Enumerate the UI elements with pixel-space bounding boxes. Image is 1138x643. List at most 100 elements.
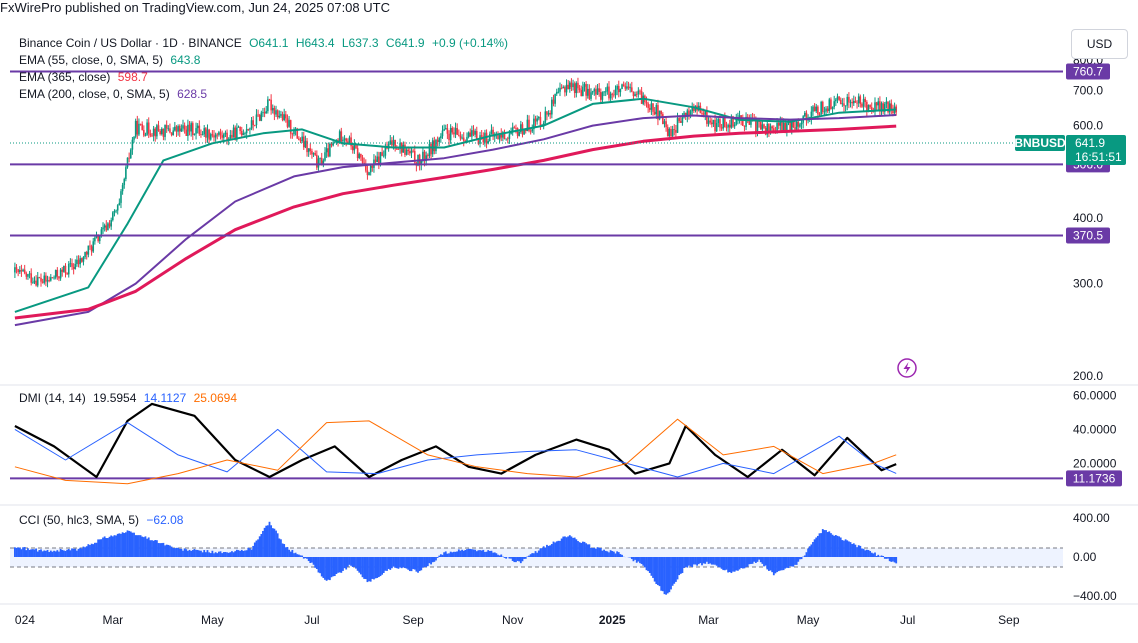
cci-bar — [541, 548, 543, 557]
cci-bar — [604, 550, 607, 557]
cci-bar — [296, 554, 299, 557]
cci-legend[interactable]: CCI (50, hlc3, SMA, 5) −62.08 — [19, 513, 187, 527]
price-tick-label: 300.0 — [1073, 277, 1103, 291]
cci-bar — [725, 557, 728, 570]
cci-bar — [204, 552, 207, 557]
candle-body — [103, 225, 106, 228]
cci-bar — [621, 554, 623, 557]
currency-button[interactable]: USD — [1071, 29, 1128, 59]
cci-bar — [580, 542, 583, 557]
candle-body — [147, 122, 150, 134]
candle-body — [492, 129, 494, 137]
candle-body — [15, 267, 18, 270]
cci-bar — [601, 550, 604, 557]
cci-bar — [417, 557, 419, 573]
candle-body — [108, 223, 111, 227]
cci-bar — [836, 535, 839, 557]
cci-bar — [379, 557, 382, 577]
symbol-name[interactable]: Binance Coin / US Dollar · 1D · BINANCE — [19, 36, 242, 50]
candle-body — [482, 136, 485, 143]
candle-body — [786, 123, 788, 132]
time-tick-label: Sep — [402, 613, 424, 627]
candle-body — [714, 119, 716, 132]
cci-bar — [191, 550, 194, 557]
cci-bar — [598, 547, 601, 557]
cci-bar — [345, 557, 348, 570]
candle-body — [637, 90, 640, 95]
candle-body — [614, 89, 617, 96]
candle-body — [98, 236, 101, 242]
ema55-legend[interactable]: EMA (55, close, 0, SMA, 5) 643.8 — [19, 53, 204, 67]
cci-bar — [888, 557, 891, 562]
ema200-legend[interactable]: EMA (200, close, 0, SMA, 5) 628.5 — [19, 87, 211, 101]
cci-bar — [111, 536, 114, 557]
ema-lines — [14, 97, 897, 327]
candle-body — [120, 191, 122, 203]
cci-bar — [361, 557, 364, 578]
cci-bar — [712, 557, 715, 565]
cci-tick-label: 400.00 — [1073, 511, 1110, 525]
candle-body — [875, 102, 878, 106]
cci-label: CCI (50, hlc3, SMA, 5) — [19, 513, 140, 527]
candle-body — [537, 117, 540, 119]
dmi-legend[interactable]: DMI (14, 14) 19.5954 14.1127 25.0694 — [19, 391, 241, 405]
candle-body — [684, 112, 687, 117]
candle-body — [322, 160, 325, 166]
cci-bar — [461, 549, 463, 557]
candle-body — [182, 125, 184, 129]
candle-body — [141, 124, 143, 130]
candle-body — [53, 277, 55, 279]
candle-body — [435, 139, 437, 152]
candle-body — [268, 99, 271, 101]
ema365-legend[interactable]: EMA (365, close) 598.7 — [19, 70, 152, 84]
candle-body — [730, 116, 733, 128]
candle-body — [28, 273, 31, 275]
candle-body — [304, 140, 307, 148]
candle-body — [18, 270, 21, 273]
cci-bar — [466, 549, 468, 557]
candle-body — [329, 143, 331, 157]
candle-body — [622, 84, 625, 87]
cci-bar — [510, 557, 512, 559]
cci-bar — [518, 557, 521, 562]
candle-body — [498, 133, 501, 140]
cci-bar — [244, 550, 246, 557]
candle-body — [190, 123, 192, 132]
candle-body — [306, 140, 308, 153]
cci-bar — [812, 542, 814, 557]
cci-histogram — [13, 521, 898, 595]
cci-bar — [376, 557, 379, 578]
cci-bar — [312, 557, 315, 565]
candle-body — [534, 118, 537, 122]
cci-bar — [412, 557, 415, 570]
candle-body — [582, 86, 584, 97]
adx-line — [14, 402, 897, 479]
cci-bar — [443, 552, 446, 557]
candle-body — [448, 133, 450, 141]
cci-bar — [126, 530, 129, 557]
cci-bar — [346, 557, 349, 567]
cci-bar — [221, 553, 224, 557]
candle-body — [528, 119, 530, 131]
candle-body — [85, 252, 88, 255]
candle-body — [23, 269, 26, 274]
cci-bar — [160, 543, 163, 557]
lightning-icon[interactable] — [897, 358, 917, 378]
cci-bar — [826, 532, 829, 557]
cci-bar — [252, 545, 255, 557]
candle-body — [679, 121, 682, 123]
cci-bar — [439, 554, 442, 557]
candle-body — [157, 125, 160, 131]
candle-body — [240, 131, 243, 136]
level-price-tag: 760.7 — [1066, 63, 1110, 80]
cci-bar — [880, 555, 883, 557]
candle-body — [382, 155, 385, 157]
candle-body — [611, 93, 614, 95]
candle-body — [36, 277, 39, 286]
cci-bar — [776, 557, 778, 573]
candle-body — [570, 82, 573, 88]
cci-bar — [218, 551, 220, 557]
cci-bar — [87, 544, 90, 557]
candle-body — [90, 246, 93, 252]
cci-bar — [214, 552, 217, 557]
